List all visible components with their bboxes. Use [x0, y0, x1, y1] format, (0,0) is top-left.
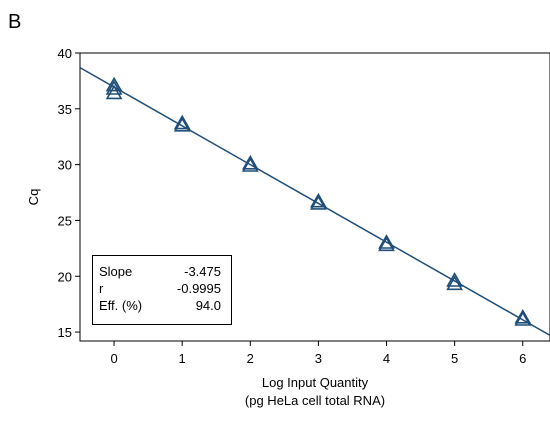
stat-row-r: r -0.9995 [99, 280, 221, 298]
y-tick-label: 35 [58, 102, 72, 117]
x-tick-label: 1 [179, 351, 186, 366]
x-axis: 0 1 2 3 4 5 6 [110, 341, 526, 366]
stat-row-slope: Slope -3.475 [99, 263, 221, 281]
stat-value-r: -0.9995 [176, 281, 221, 296]
data-point-triangle [310, 195, 327, 210]
data-point-triangle [241, 154, 259, 170]
plot-frame [79, 52, 550, 342]
x-tick-label: 6 [519, 351, 526, 366]
stats-box: Slope -3.475 r -0.9995 Eff. (%) 94.0 [92, 255, 232, 325]
data-point-triangle [378, 234, 395, 249]
y-tick-label: 30 [58, 158, 72, 173]
x-tick-label: 5 [451, 351, 458, 366]
stat-value-slope: -3.475 [184, 264, 221, 279]
data-point-triangle [105, 76, 123, 92]
data-point-triangle [173, 116, 191, 132]
data-point-triangle [514, 311, 532, 326]
x-tick-label: 4 [383, 351, 390, 366]
x-axis-label-line1: Log Input Quantity [262, 375, 369, 390]
data-point-triangle [378, 236, 395, 252]
stat-label-slope: Slope [99, 264, 133, 279]
y-axis: 15 20 25 30 35 40 [58, 46, 80, 340]
y-tick-label: 20 [58, 269, 72, 284]
data-point-triangle [105, 84, 123, 100]
stat-label-efficiency: Eff. (%) [99, 298, 143, 313]
x-tick-label: 0 [110, 351, 117, 366]
y-tick-label: 25 [58, 213, 72, 228]
y-axis-label: Cq [26, 189, 41, 206]
stat-row-efficiency: Eff. (%) 94.0 [99, 297, 221, 315]
x-tick-label: 3 [315, 351, 322, 366]
data-point-triangle [241, 157, 259, 172]
data-point-triangle [105, 80, 123, 95]
data-point-triangle [310, 192, 327, 208]
data-point-triangle [446, 275, 463, 291]
stat-value-efficiency: 94.0 [195, 298, 221, 313]
stat-label-r: r [99, 281, 104, 296]
panel-label: B [8, 11, 21, 33]
data-point-triangle [173, 114, 191, 130]
x-axis-label-line2: (pg HeLa cell total RNA) [245, 393, 385, 408]
y-tick-label: 40 [58, 46, 72, 61]
y-tick-label: 15 [58, 325, 72, 340]
data-point-triangle [446, 272, 463, 287]
data-points [105, 76, 532, 326]
x-tick-label: 2 [247, 351, 254, 366]
data-point-triangle [514, 308, 532, 324]
